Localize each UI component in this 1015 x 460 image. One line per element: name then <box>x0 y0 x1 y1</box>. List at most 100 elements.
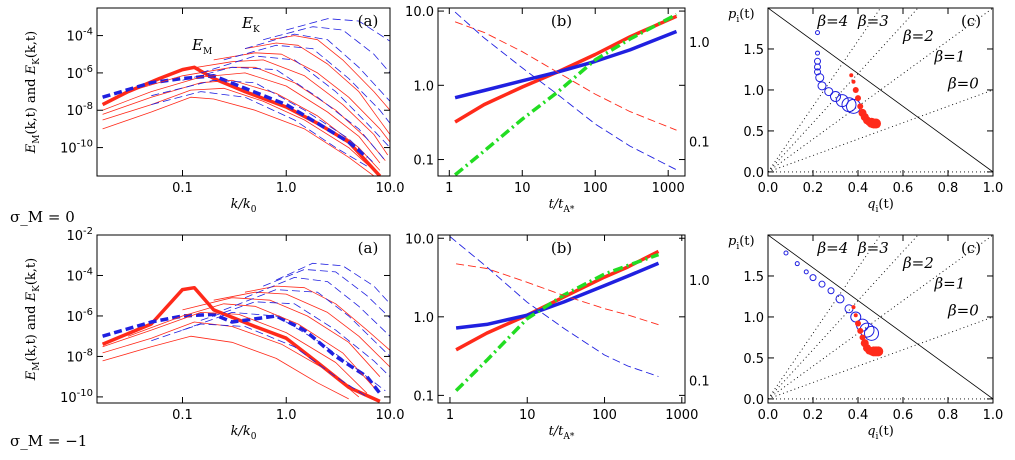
series-line <box>263 269 390 319</box>
scatter-point-filled <box>857 103 864 110</box>
series-line <box>102 87 375 171</box>
x-tick-label: 0.8 <box>938 408 959 423</box>
x-tick-label: 0.1 <box>172 181 193 196</box>
plot-area <box>453 11 678 176</box>
annotation-ek: EK <box>241 14 260 35</box>
scatter-point-open <box>794 261 800 267</box>
right-y-tick-label: 1.0 <box>689 274 710 289</box>
x-tick-label: 100 <box>592 408 617 423</box>
scatter-point-open <box>844 304 854 314</box>
scatter-point-filled <box>855 95 861 102</box>
beta-label: β=2 <box>902 254 934 272</box>
y-tick-label: 10.0 <box>405 5 434 20</box>
beta-label: β=4 <box>817 12 849 30</box>
x-tick-label: 0.1 <box>172 408 193 423</box>
series-line <box>213 52 390 143</box>
scatter-point-open <box>814 57 821 65</box>
beta-label: β=3 <box>857 12 889 30</box>
y-tick-label: 1.0 <box>413 311 434 326</box>
y-tick-label: 10-10 <box>60 388 93 406</box>
series-line <box>200 301 390 377</box>
series-line <box>454 252 660 392</box>
x-tick-label: 1.0 <box>276 408 297 423</box>
x-tick-label: 10 <box>514 181 531 196</box>
x-axis-label: t/tA* <box>549 424 575 442</box>
scatter-point-open <box>814 68 821 76</box>
beta-label: β=3 <box>857 239 889 257</box>
panel-4: 1 10 100 1000 0.1 1.0 10.0 0.1 1.0 (b) t/tA* <box>405 232 710 442</box>
x-tick-label: 0.6 <box>893 408 914 423</box>
beta-label: β=4 <box>817 239 849 257</box>
series-line <box>101 285 381 403</box>
scatter-point-open <box>783 250 789 256</box>
x-tick-label: 1.0 <box>983 408 1004 423</box>
x-tick-label: 1 <box>445 181 453 196</box>
scatter-point-filled <box>851 305 856 310</box>
series-line <box>449 236 659 377</box>
panel-tag: (b) <box>551 12 572 30</box>
scatter-point-filled <box>871 118 881 129</box>
x-tick-label: 0.8 <box>938 181 959 196</box>
diagonal-line <box>768 235 993 400</box>
right-y-tick-label: 0.1 <box>689 136 710 151</box>
scatter-point-open <box>803 269 809 275</box>
y-tick-label: 10-8 <box>66 101 93 119</box>
series-line <box>102 74 369 159</box>
x-tick-label: 0.2 <box>803 181 824 196</box>
axes-frame <box>767 7 994 177</box>
scatter-point-open <box>864 325 879 341</box>
y-tick-label: 0.0 <box>743 393 764 408</box>
series-line <box>244 33 390 102</box>
y-axis-label: pi(t) <box>728 7 755 25</box>
x-tick-label: 0.6 <box>893 181 914 196</box>
scatter-point-filled <box>852 86 859 93</box>
panel-3: 0.1 1.0 10.0 10-10 10-8 10-6 10-4 10-2 (a) k/k0 EM… <box>24 226 404 442</box>
beta-label: β=2 <box>902 27 934 45</box>
series-line <box>151 91 368 167</box>
series-line <box>456 263 659 326</box>
scatter-point-open <box>817 81 827 91</box>
annotation-em: EM <box>191 36 212 57</box>
axes-frame <box>96 234 391 404</box>
series-line <box>270 35 390 111</box>
series-line <box>454 21 677 131</box>
y-tick-label: 1.0 <box>413 79 434 94</box>
scatter-point-open <box>814 63 821 71</box>
x-axis-label: qi(t) <box>867 197 894 215</box>
series-line <box>455 261 660 330</box>
beta-line <box>768 89 993 173</box>
x-tick-label: 100 <box>583 181 608 196</box>
x-axis-label: qi(t) <box>867 424 894 442</box>
series-line <box>453 12 678 176</box>
series-line <box>213 291 390 368</box>
series-line <box>454 11 677 171</box>
panel-tag: (a) <box>358 239 379 257</box>
y-axis-label: pi(t) <box>728 234 755 252</box>
y-tick-label: 0.5 <box>743 125 764 140</box>
axes-frame <box>437 234 686 404</box>
series-line <box>182 66 386 161</box>
scatter-point-filled <box>855 320 861 327</box>
beta-label: β=0 <box>947 301 979 319</box>
x-tick-label: 0.0 <box>758 408 779 423</box>
x-tick-label: 0.0 <box>758 181 779 196</box>
series-line <box>182 312 386 392</box>
right-y-tick-label: 1.0 <box>689 36 710 51</box>
scatter-point-open <box>824 87 834 97</box>
y-tick-label: 10-4 <box>66 27 93 45</box>
diagonal-line <box>768 8 993 173</box>
y-tick-label: 10-6 <box>66 307 93 325</box>
x-tick-label: 1 <box>446 408 454 423</box>
scatter-point-open <box>835 294 845 304</box>
plot-area <box>768 8 993 173</box>
series-line <box>182 297 381 377</box>
beta-label: β=1 <box>934 274 966 292</box>
beta-line <box>768 316 993 400</box>
y-tick-label: 1.0 <box>743 311 764 326</box>
y-tick-label: 1.5 <box>743 270 764 285</box>
scatter-point-open <box>815 73 825 83</box>
series-line <box>223 44 390 124</box>
scatter-point-filled <box>849 73 854 78</box>
y-tick-label: 10-8 <box>66 347 93 365</box>
